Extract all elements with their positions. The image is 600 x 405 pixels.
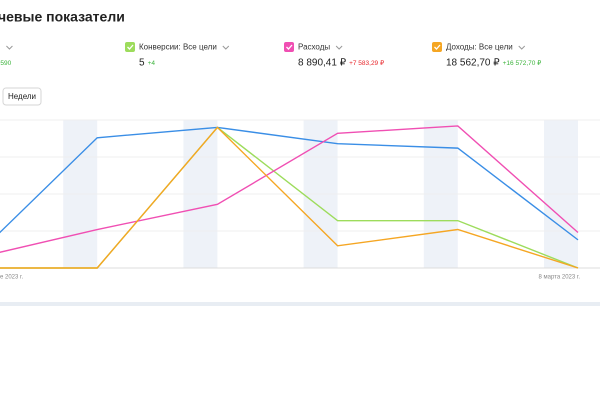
x-tick-label: 8 марта 2023 г. [539, 275, 581, 281]
metric-total: 8 890,41 ₽ [298, 58, 347, 69]
metric-checkbox [432, 42, 442, 52]
metric-total: 5 [139, 58, 145, 69]
section-title: чевые показатели [0, 9, 125, 25]
metric-checkbox [284, 42, 294, 52]
metric-name: Конверсии: Все цели [139, 43, 217, 52]
metric-delta: +4 [148, 60, 156, 67]
metric[interactable]: Доходы: Все цели 18 562,70 ₽+16 572,70 ₽ [432, 42, 542, 69]
chevron [336, 46, 342, 49]
chevron [6, 46, 12, 49]
metric-name: Доходы: Все цели [446, 43, 513, 52]
chevron [223, 46, 229, 49]
metric[interactable]: ики3+590 [0, 42, 12, 69]
panel-divider [0, 302, 600, 306]
metric-delta: +16 572,70 ₽ [503, 59, 543, 67]
metric-total: 18 562,70 ₽ [446, 58, 500, 69]
period-button-label[interactable]: Недели [8, 92, 36, 101]
x-tick-label: е 2023 г. [0, 275, 23, 281]
metric-delta: +7 583,29 ₽ [349, 59, 385, 67]
metric-name: Расходы [298, 43, 330, 52]
metric-delta: +590 [0, 60, 12, 67]
metric[interactable]: Конверсии: Все цели 5+4 [125, 42, 229, 69]
metric-checkbox [125, 42, 135, 52]
metric[interactable]: Расходы 8 890,41 ₽+7 583,29 ₽ [284, 42, 385, 69]
chevron [519, 46, 525, 49]
